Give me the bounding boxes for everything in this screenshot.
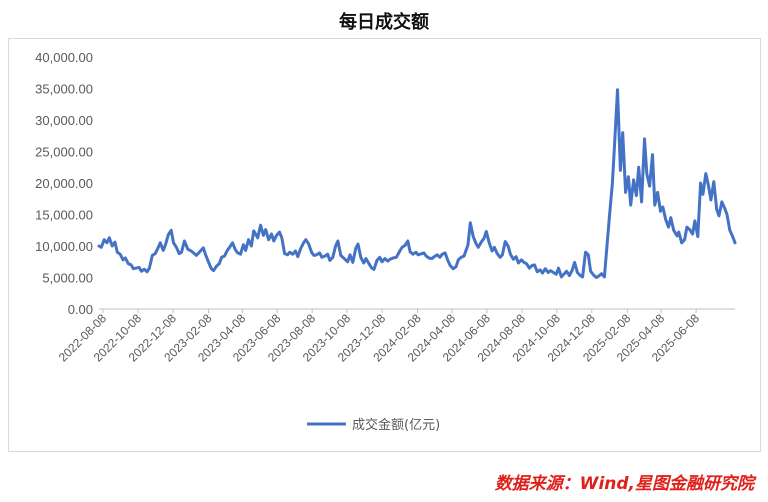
x-axis: 2022-08-082022-10-082022-12-082023-02-08… (56, 308, 735, 365)
y-tick-label: 0.00 (68, 302, 93, 317)
y-tick-label: 35,000.00 (35, 82, 93, 97)
y-axis: 0.00 5,000.00 10,000.00 15,000.00 20,000.00 2… (35, 50, 93, 317)
y-tick-label: 5,000.00 (42, 271, 93, 286)
y-tick-label: 10,000.00 (35, 239, 93, 254)
series-layer (97, 88, 737, 279)
line-chart: 0.00 5,000.00 10,000.00 15,000.00 20,000.00 2… (35, 50, 737, 433)
chart-panel: 0.00 5,000.00 10,000.00 15,000.00 20,000.00 2… (8, 38, 761, 452)
page-title: 每日成交额 (339, 12, 429, 33)
legend[interactable]: 成交金额(亿元) (307, 417, 440, 433)
y-tick-label: 40,000.00 (35, 50, 93, 65)
legend-label: 成交金额(亿元) (352, 417, 440, 433)
series-line (97, 88, 737, 279)
source-note: 数据来源：Wind,星图金融研究院 (494, 474, 754, 494)
y-tick-label: 30,000.00 (35, 113, 93, 128)
y-tick-label: 25,000.00 (35, 145, 93, 160)
y-tick-label: 15,000.00 (35, 208, 93, 223)
y-tick-label: 20,000.00 (35, 176, 93, 191)
